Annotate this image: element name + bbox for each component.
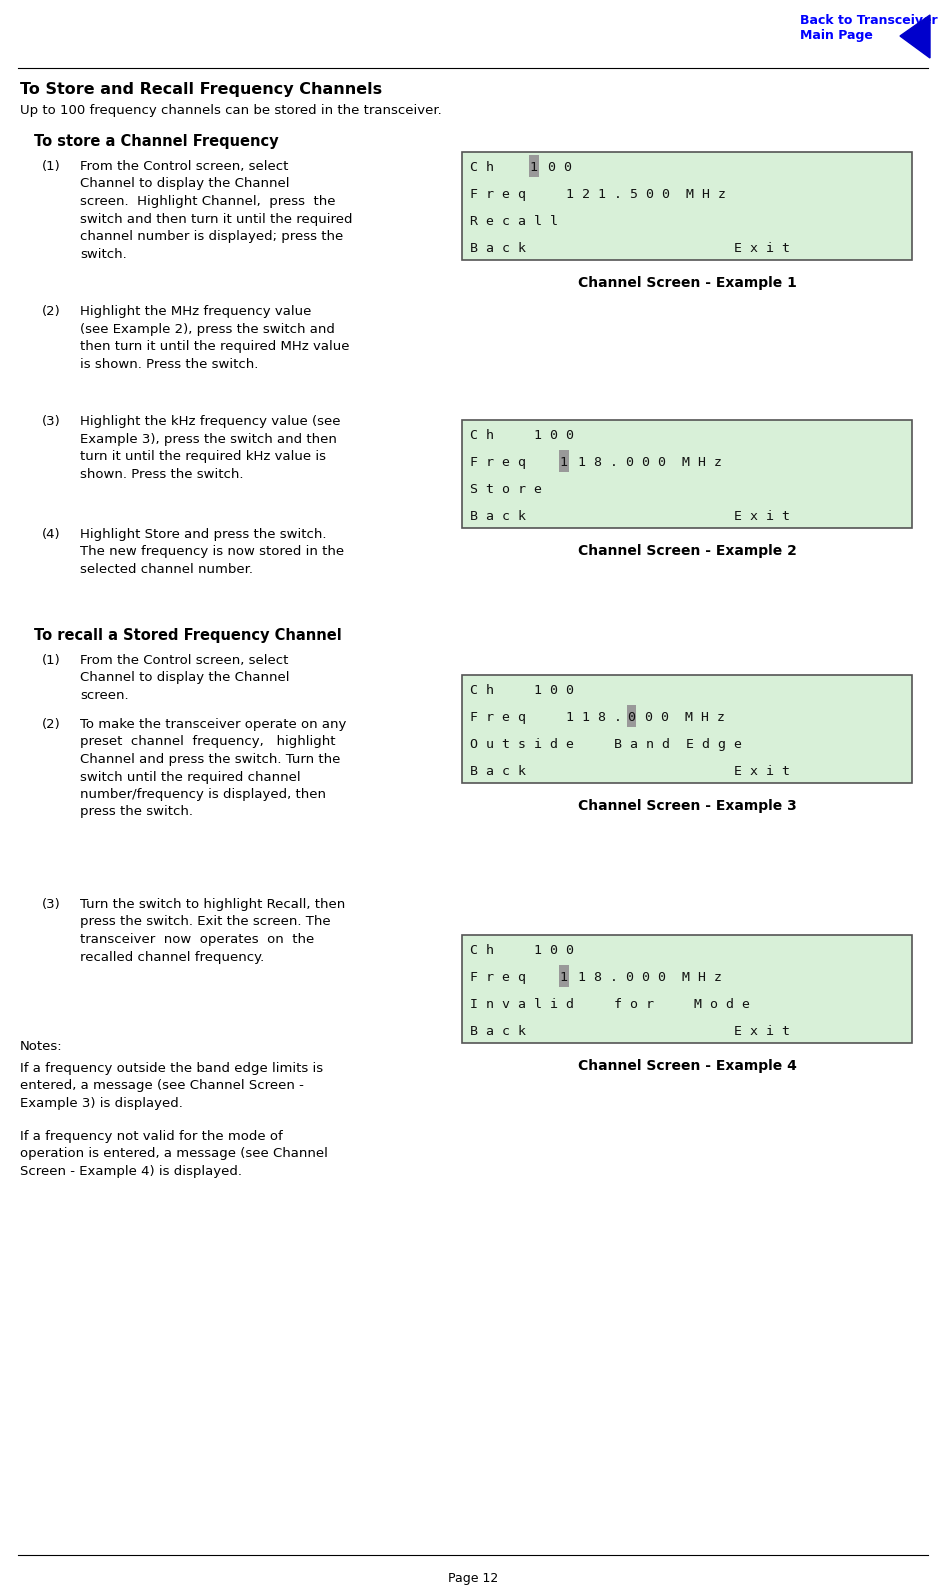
Text: 1 8 . 0 0 0  M H z: 1 8 . 0 0 0 M H z <box>569 971 722 984</box>
Text: If a frequency not valid for the mode of
operation is entered, a message (see Ch: If a frequency not valid for the mode of… <box>20 1130 328 1178</box>
Text: S t o r e: S t o r e <box>470 482 542 497</box>
Text: I n v a l i d     f o r     M o d e: I n v a l i d f o r M o d e <box>470 998 750 1011</box>
Text: Back to Transceiver
Main Page: Back to Transceiver Main Page <box>800 14 937 41</box>
Text: (2): (2) <box>42 718 61 731</box>
Text: B a c k                          E x i t: B a c k E x i t <box>470 766 790 778</box>
Text: Turn the switch to highlight Recall, then
press the switch. Exit the screen. The: Turn the switch to highlight Recall, the… <box>80 898 345 963</box>
Text: (3): (3) <box>42 416 61 428</box>
Text: To store a Channel Frequency: To store a Channel Frequency <box>34 134 279 150</box>
Text: O u t s i d e     B a n d  E d g e: O u t s i d e B a n d E d g e <box>470 739 742 751</box>
Text: 1: 1 <box>530 161 537 174</box>
Text: To make the transceiver operate on any
preset  channel  frequency,   highlight
C: To make the transceiver operate on any p… <box>80 718 346 818</box>
Text: R e c a l l: R e c a l l <box>470 215 558 228</box>
Text: Channel Screen - Example 4: Channel Screen - Example 4 <box>578 1059 797 1073</box>
Text: F r e q     1 2 1 . 5 0 0  M H z: F r e q 1 2 1 . 5 0 0 M H z <box>470 188 726 201</box>
Text: 1: 1 <box>560 971 568 984</box>
Text: C h     1 0 0: C h 1 0 0 <box>470 428 574 443</box>
Bar <box>559 965 569 987</box>
Text: If a frequency outside the band edge limits is
entered, a message (see Channel S: If a frequency outside the band edge lim… <box>20 1062 324 1110</box>
Text: 0 0: 0 0 <box>539 161 571 174</box>
Bar <box>462 935 912 1043</box>
Text: B a c k                          E x i t: B a c k E x i t <box>470 242 790 255</box>
Bar <box>462 151 912 259</box>
Text: (2): (2) <box>42 306 61 318</box>
Bar <box>462 675 912 783</box>
Text: (4): (4) <box>42 529 61 541</box>
Text: F r e q: F r e q <box>470 455 566 470</box>
Text: To Store and Recall Frequency Channels: To Store and Recall Frequency Channels <box>20 83 382 97</box>
Text: (3): (3) <box>42 898 61 911</box>
Text: F r e q     1 1 8 .: F r e q 1 1 8 . <box>470 712 638 724</box>
Bar <box>529 154 538 177</box>
Bar <box>559 449 569 471</box>
Text: Notes:: Notes: <box>20 1040 62 1052</box>
Text: Up to 100 frequency channels can be stored in the transceiver.: Up to 100 frequency channels can be stor… <box>20 103 442 116</box>
Text: C h: C h <box>470 161 534 174</box>
Text: C h     1 0 0: C h 1 0 0 <box>470 685 574 697</box>
Text: To recall a Stored Frequency Channel: To recall a Stored Frequency Channel <box>34 627 342 643</box>
Text: Highlight the MHz frequency value
(see Example 2), press the switch and
then tur: Highlight the MHz frequency value (see E… <box>80 306 349 371</box>
Bar <box>462 420 912 529</box>
Text: Channel Screen - Example 3: Channel Screen - Example 3 <box>578 799 797 814</box>
Text: Channel Screen - Example 1: Channel Screen - Example 1 <box>578 275 797 290</box>
Polygon shape <box>900 14 930 57</box>
Text: Highlight Store and press the switch.
The new frequency is now stored in the
sel: Highlight Store and press the switch. Th… <box>80 529 344 576</box>
Text: B a c k                          E x i t: B a c k E x i t <box>470 509 790 524</box>
Text: (1): (1) <box>42 654 61 667</box>
Text: 1 8 . 0 0 0  M H z: 1 8 . 0 0 0 M H z <box>569 455 722 470</box>
Text: F r e q: F r e q <box>470 971 566 984</box>
Text: B a c k                          E x i t: B a c k E x i t <box>470 1025 790 1038</box>
Text: C h     1 0 0: C h 1 0 0 <box>470 944 574 957</box>
Text: Channel Screen - Example 2: Channel Screen - Example 2 <box>578 544 797 559</box>
Text: From the Control screen, select
Channel to display the Channel
screen.: From the Control screen, select Channel … <box>80 654 289 702</box>
Text: 1: 1 <box>560 455 568 470</box>
Text: 0: 0 <box>627 712 636 724</box>
Text: Page 12: Page 12 <box>447 1571 499 1586</box>
Bar <box>626 705 636 728</box>
Text: 0 0  M H z: 0 0 M H z <box>637 712 725 724</box>
Text: From the Control screen, select
Channel to display the Channel
screen.  Highligh: From the Control screen, select Channel … <box>80 161 353 261</box>
Text: (1): (1) <box>42 161 61 174</box>
Text: Highlight the kHz frequency value (see
Example 3), press the switch and then
tur: Highlight the kHz frequency value (see E… <box>80 416 341 481</box>
